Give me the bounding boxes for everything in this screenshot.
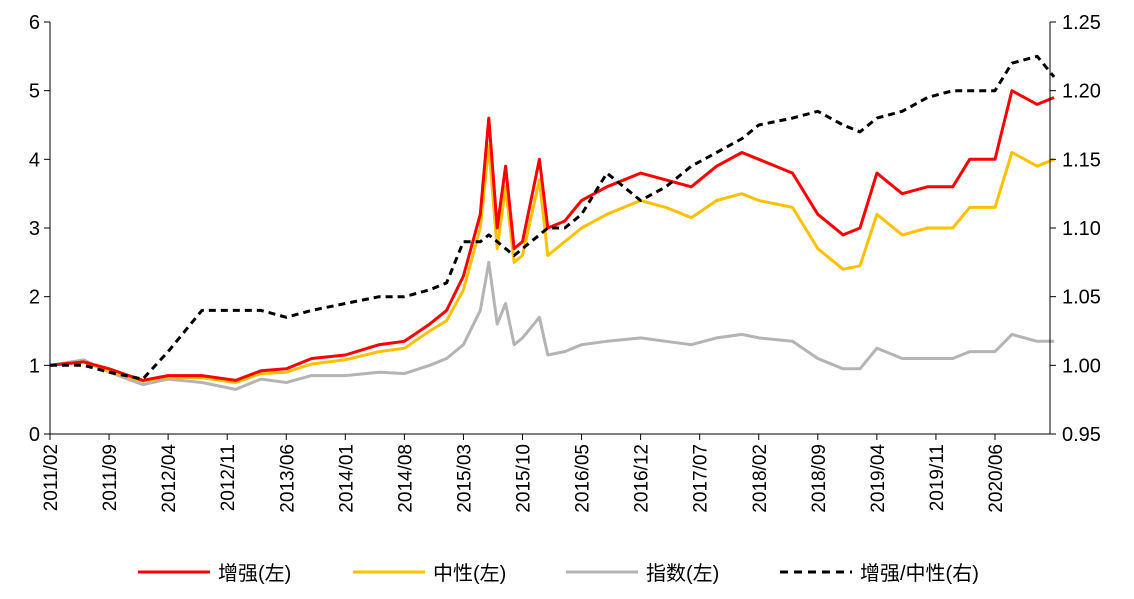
x-tick-label: 2016/05 bbox=[573, 444, 594, 513]
x-tick-label: 2019/04 bbox=[868, 444, 889, 513]
right-tick-label: 1.20 bbox=[1062, 81, 1101, 103]
legend-label-3: 增强/中性(右) bbox=[860, 562, 979, 585]
series-layer bbox=[49, 54, 1056, 391]
right-tick-label: 1.10 bbox=[1062, 218, 1101, 240]
right-tick-label: 1.15 bbox=[1062, 149, 1101, 171]
x-tick-label: 2011/02 bbox=[41, 444, 62, 511]
x-tick-label: 2014/01 bbox=[336, 444, 357, 513]
left-tick-label: 4 bbox=[29, 149, 40, 171]
left-tick-label: 3 bbox=[29, 218, 40, 240]
ticks-layer: 0 1 2 3 4 5 6 0.95 1.00 1.05 1.10 1.15 1.20 1.25 2011/… bbox=[29, 12, 1101, 513]
x-tick-label: 2011/09 bbox=[100, 444, 121, 511]
legend-label-0: 增强(左) bbox=[218, 562, 291, 585]
legend-label-1: 中性(左) bbox=[433, 562, 506, 585]
x-tick-label: 2020/06 bbox=[986, 444, 1007, 513]
x-tick-label: 2016/12 bbox=[632, 444, 653, 513]
x-tick-label: 2013/06 bbox=[277, 444, 298, 513]
left-tick-label: 1 bbox=[29, 355, 40, 377]
x-tick-label: 2014/08 bbox=[395, 444, 416, 513]
legend-label-2: 指数(左) bbox=[646, 562, 719, 585]
x-tick-label: 2017/07 bbox=[691, 444, 712, 513]
right-tick-label: 1.00 bbox=[1062, 355, 1101, 377]
left-tick-label: 2 bbox=[29, 287, 40, 309]
series-line-2 bbox=[49, 260, 1055, 391]
x-tick-label: 2019/11 bbox=[927, 444, 948, 511]
x-tick-label: 2012/11 bbox=[218, 444, 239, 511]
series-line-1 bbox=[49, 144, 1055, 384]
x-tick-label: 2018/02 bbox=[750, 444, 771, 513]
right-tick-label: 1.25 bbox=[1062, 12, 1101, 34]
right-tick-label: 0.95 bbox=[1062, 424, 1101, 446]
x-tick-label: 2015/10 bbox=[514, 444, 535, 513]
left-tick-label: 5 bbox=[29, 81, 40, 103]
left-tick-label: 6 bbox=[29, 12, 40, 34]
series-line-3 bbox=[50, 54, 1056, 381]
x-tick-label: 2018/09 bbox=[809, 444, 830, 513]
x-tick-label: 2012/04 bbox=[159, 444, 180, 513]
x-tick-label: 2015/03 bbox=[454, 444, 475, 513]
right-tick-label: 1.05 bbox=[1062, 287, 1101, 309]
left-tick-label: 0 bbox=[29, 424, 40, 446]
series-line-0 bbox=[49, 89, 1055, 382]
legend: 增强(左) 中性(左) 指数(左) 增强/中性(右) bbox=[138, 562, 979, 585]
